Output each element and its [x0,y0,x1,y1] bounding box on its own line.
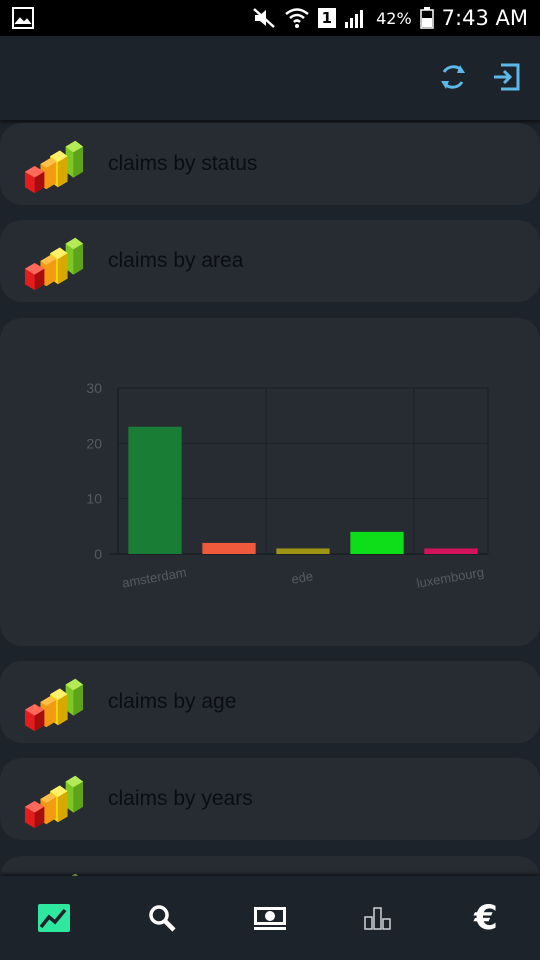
y-tick-label: 30 [86,380,102,396]
nav-search[interactable] [132,888,192,948]
battery-icon [419,7,434,29]
bar-chart-3d-icon [24,140,84,194]
nav-money[interactable] [240,888,300,948]
y-tick-label: 20 [86,435,102,451]
logout-icon [494,63,520,91]
refresh-icon [441,65,465,89]
bar [202,542,256,554]
bar-chart-icon [364,907,391,930]
status-time: 7:43 AM [441,6,528,30]
x-tick-label: luxembourg [415,564,485,591]
bar-chart-3d-icon [24,237,84,291]
bar-chart-3d-icon [24,678,84,732]
card-label: claims by age [108,690,237,713]
bar-chart-3d-icon [24,775,84,829]
bottom-nav: € [0,876,540,960]
y-tick-label: 0 [94,546,102,562]
euro-icon: € [474,898,498,938]
wifi-icon [284,7,310,29]
refresh-button[interactable] [436,60,470,94]
card-claims-by-area[interactable]: claims by area [0,220,540,302]
card-label: claims by status [108,152,258,175]
status-bar: 1 42% 7:43 AM [0,0,540,36]
chart-card: 0 10 20 30 amsterdam ede luxembourg [0,318,540,646]
x-tick-label: amsterdam [121,565,188,591]
sim-number: 1 [317,8,337,28]
signal-icon [344,7,368,29]
mute-icon [252,7,276,29]
y-tick-label: 10 [86,491,102,507]
card-label: claims by years [108,787,253,810]
nav-dashboard[interactable] [24,888,84,948]
bar [424,548,478,554]
bar [276,548,330,554]
nav-euro[interactable]: € [456,888,516,948]
nav-stats[interactable] [348,888,408,948]
gallery-icon [12,7,34,29]
x-tick-label: ede [290,568,314,587]
card-claims-by-status[interactable]: claims by status [0,123,540,205]
battery-percent: 42% [376,8,412,28]
app-header [0,36,540,120]
line-chart-icon [38,904,70,932]
bar [128,426,182,554]
card-claims-by-age[interactable]: claims by age [0,661,540,743]
bar [350,531,404,554]
money-icon [254,907,286,930]
card-label: claims by area [108,249,244,272]
logout-button[interactable] [490,60,524,94]
search-icon [149,905,176,932]
card-claims-by-years[interactable]: claims by years [0,758,540,840]
bar-chart: 0 10 20 30 amsterdam ede luxembourg [86,380,489,591]
